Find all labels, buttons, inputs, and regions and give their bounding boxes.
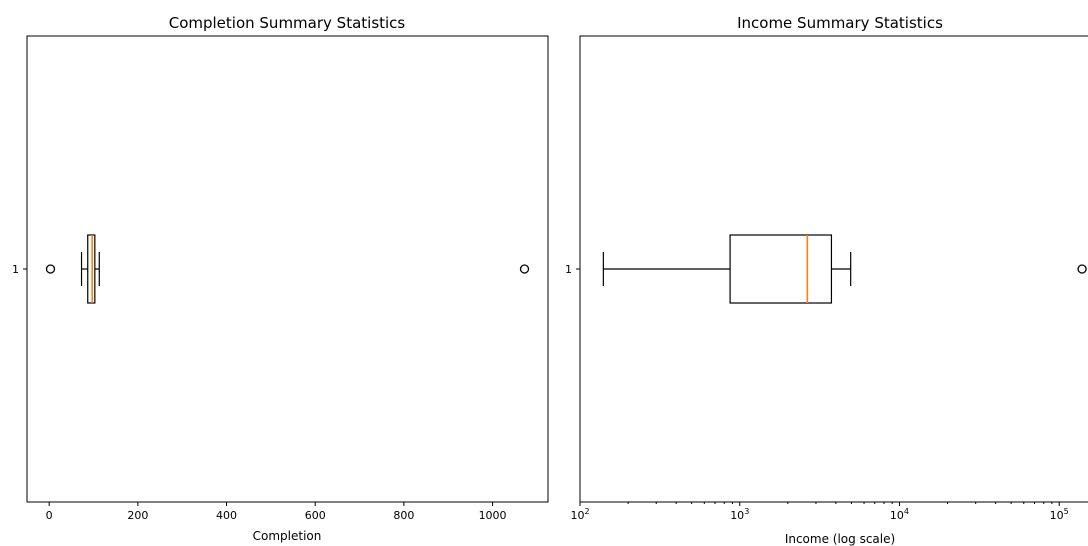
x-tick-label: 1000 bbox=[479, 509, 507, 522]
x-tick-label: 0 bbox=[46, 509, 53, 522]
income-panel: Income Summary Statistics 102 103 104 105 1… bbox=[565, 14, 1088, 546]
boxplot-group bbox=[45, 234, 530, 304]
x-tick-label: 103 bbox=[730, 507, 749, 522]
boxplot-group bbox=[602, 234, 1087, 304]
completion-panel: Completion Summary Statistics 0 200 400 600… bbox=[12, 14, 549, 543]
x-tick-label: 104 bbox=[890, 507, 909, 522]
chart-title: Income Summary Statistics bbox=[737, 14, 943, 32]
outlier-point bbox=[519, 264, 530, 274]
plot-frame bbox=[26, 35, 549, 503]
x-tick-label: 800 bbox=[393, 509, 414, 522]
outlier-point bbox=[1077, 264, 1087, 274]
outlier-point bbox=[45, 264, 56, 274]
y-axis-ticks: 1 bbox=[565, 263, 580, 276]
x-axis-label: Completion bbox=[253, 529, 322, 543]
x-tick-label: 400 bbox=[216, 509, 237, 522]
plot-marks bbox=[45, 234, 530, 304]
x-axis-label: Income (log scale) bbox=[785, 532, 895, 546]
iqr-box bbox=[729, 234, 833, 304]
y-axis-ticks: 1 bbox=[12, 263, 27, 276]
y-tick-label: 1 bbox=[565, 263, 572, 276]
y-tick-label: 1 bbox=[12, 263, 19, 276]
x-axis-ticks: 102 103 104 105 bbox=[570, 502, 1069, 522]
chart-title: Completion Summary Statistics bbox=[169, 14, 406, 32]
x-tick-label: 105 bbox=[1050, 507, 1069, 522]
x-axis-ticks: 0 200 400 600 800 1000 bbox=[46, 502, 507, 522]
x-tick-label: 200 bbox=[127, 509, 148, 522]
x-tick-label: 600 bbox=[305, 509, 326, 522]
plot-marks bbox=[602, 234, 1087, 304]
x-tick-label: 102 bbox=[570, 507, 589, 522]
iqr-box bbox=[87, 234, 96, 304]
